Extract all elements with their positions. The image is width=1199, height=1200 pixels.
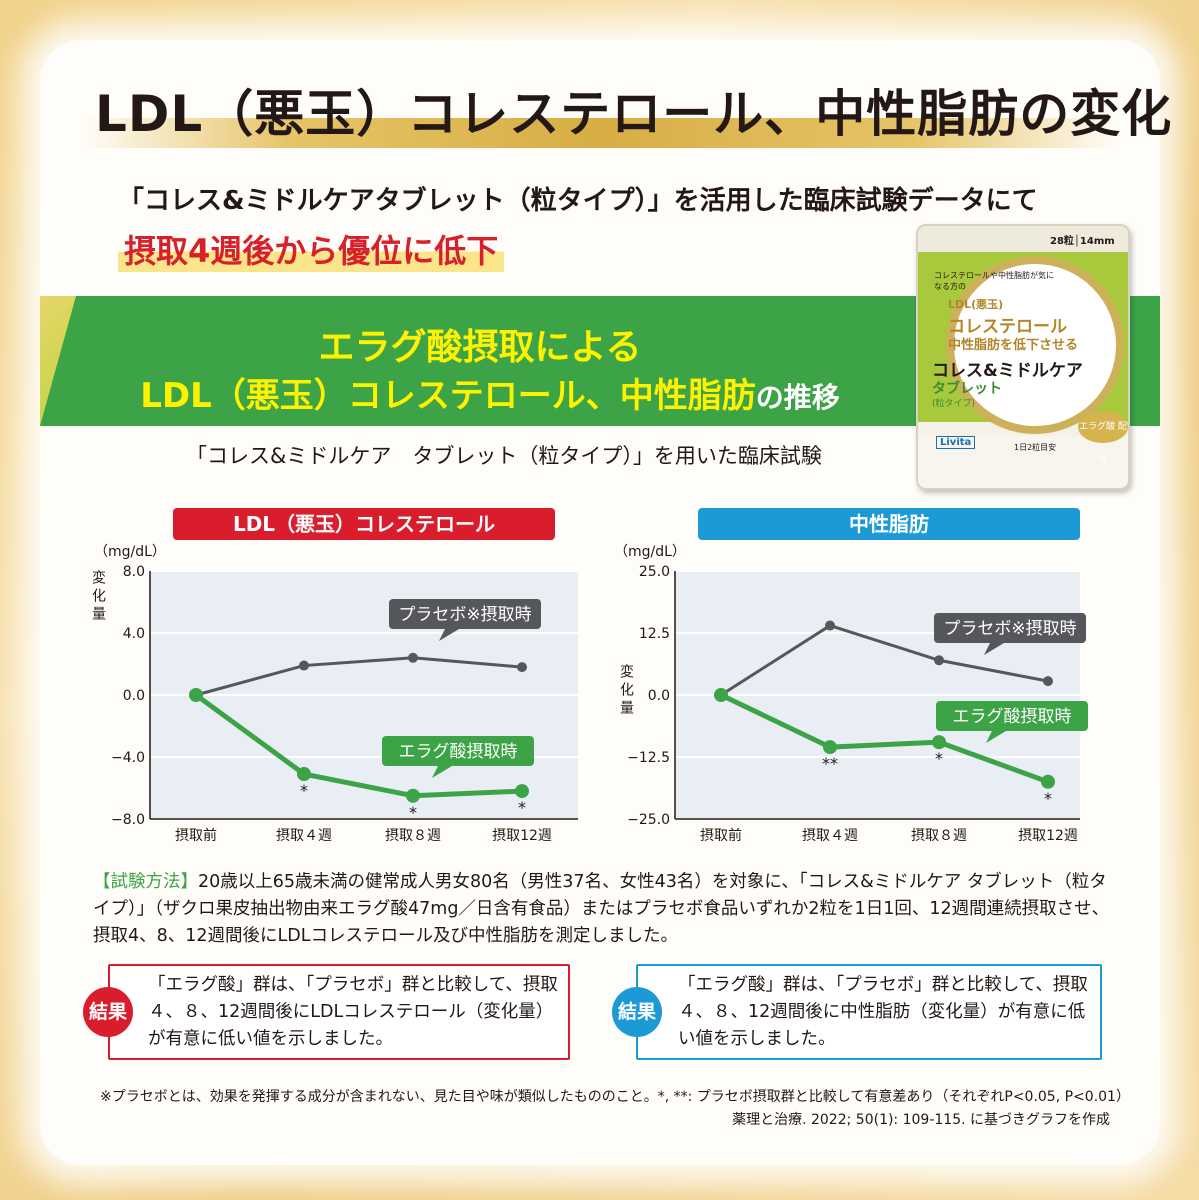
- ldl-data-point: [408, 652, 418, 663]
- ldl-significance-mark: *: [300, 781, 308, 800]
- ldl-significance-mark: *: [518, 798, 526, 817]
- ldl-xtick-label: 摂取８週: [385, 828, 441, 844]
- ldl-ytick-label: 8.0: [123, 564, 145, 580]
- package-l1: LDL(悪玉): [948, 298, 1004, 311]
- tg-series-line-0: [720, 623, 1049, 697]
- banner-line2: LDL（悪玉）コレステロール、中性脂肪の推移: [60, 368, 920, 417]
- title-underline: [80, 118, 1120, 148]
- ldl-series-label: プラセボ※摂取時: [398, 605, 531, 625]
- tg-data-point: [1043, 676, 1053, 687]
- highlight-text: 摂取4週後から優位に低下: [118, 226, 505, 272]
- ldl-series-label-box: [382, 736, 534, 766]
- footnote-placebo: ※プラセボとは、効果を発揮する成分が含まれない、見た目や味が類似したもののこと。…: [100, 1089, 1130, 1105]
- tg-data-point: [714, 688, 728, 702]
- ldl-xtick-label: 摂取前: [175, 827, 217, 844]
- ldl-data-point: [299, 660, 309, 671]
- ldl-ytick-label: 4.0: [123, 626, 145, 642]
- ldl-ytick-label: −4.0: [111, 750, 145, 766]
- tg-significance-mark: **: [822, 754, 838, 773]
- package-maker: Livita: [936, 436, 976, 449]
- ldl-data-point: [189, 688, 203, 702]
- tg-series-label-box: [934, 613, 1086, 643]
- ldl-data-point: [515, 784, 529, 799]
- ldl-series-label-box: [389, 599, 541, 629]
- ldl-data-point: [406, 788, 420, 803]
- tg-series-label-pointer: [986, 731, 1006, 743]
- tg-xtick-label: 摂取12週: [1018, 828, 1078, 844]
- tg-data-point: [934, 655, 944, 666]
- page-title: LDL（悪玉）コレステロール、中性脂肪の変化: [95, 85, 1173, 143]
- result-box-tg: [636, 964, 1102, 1060]
- tg-ytick-label: −12.5: [627, 750, 670, 766]
- tg-unit: （mg/dL）: [614, 544, 686, 560]
- ldl-ylabel: 変化量: [90, 570, 106, 624]
- tg-chart-title: 中性脂肪: [698, 508, 1080, 540]
- ldl-data-point: [517, 662, 527, 673]
- ldl-ytick-label: 0.0: [123, 688, 145, 704]
- result-badge-ldl: 結果: [83, 987, 133, 1037]
- package-type2: (粒タイプ): [932, 399, 976, 409]
- tg-significance-mark: *: [935, 749, 943, 768]
- package-top: [918, 226, 1128, 252]
- result-text-ldl: 「エラグ酸」群は、「プラセボ」群と比較して、摂取４、８、12週間後にLDLコレス…: [148, 975, 558, 1049]
- tg-ylabel: 変化量: [618, 664, 634, 718]
- intro-text: 「コレス&ミドルケアタブレット（粒タイプ）」を活用した臨床試験データにて: [118, 186, 1038, 216]
- ldl-unit: （mg/dL）: [94, 544, 166, 560]
- tg-ytick-label: 12.5: [639, 626, 670, 642]
- package-l2: コレステロール: [948, 317, 1067, 337]
- package-bottom: [918, 436, 1128, 488]
- tg-data-point: [825, 620, 835, 631]
- tg-ytick-label: 25.0: [639, 564, 670, 580]
- package-circle: [946, 256, 1124, 434]
- package-l3: 中性脂肪を低下させる: [948, 338, 1079, 353]
- method-text: 【試験方法】20歳以上65歳未満の健常成人男女80名（男性37名、女性43名）を…: [93, 869, 1113, 950]
- tg-series-label-box: [936, 701, 1088, 731]
- tg-data-point: [932, 735, 946, 750]
- tg-series-label-pointer: [984, 643, 1004, 655]
- trial-caption: 「コレス&ミドルケア タブレット（粒タイプ）」を用いた臨床試験: [186, 444, 822, 468]
- ldl-xtick-label: 摂取４週: [276, 828, 332, 844]
- tg-significance-mark: *: [1044, 789, 1052, 808]
- package-count: 28粒│14mm: [1050, 236, 1115, 247]
- ldl-series-line-1: [194, 692, 523, 799]
- product-package-image: 28粒│14mm コレステロールや中性脂肪が気になる方の LDL(悪玉) コレス…: [916, 224, 1130, 490]
- package-sub: コレステロールや中性脂肪が気になる方の: [934, 271, 1054, 291]
- footnote-source: 薬理と治療. 2022; 50(1): 109-115. に基づきグラフを作成: [732, 1112, 1110, 1128]
- banner-line1: エラグ酸摂取による: [318, 327, 642, 368]
- package-brand: コレス&ミドルケア: [932, 361, 1083, 381]
- result-box-ldl: [108, 964, 570, 1060]
- ldl-ytick-label: −8.0: [111, 812, 145, 828]
- result-badge-tg: 結果: [612, 987, 662, 1037]
- ldl-series-label-pointer: [432, 766, 452, 778]
- tg-ytick-label: −25.0: [627, 812, 670, 828]
- tg-xtick-label: 摂取前: [700, 827, 742, 844]
- result-text-tg: 「エラグ酸」群は、「プラセボ」群と比較して、摂取４、８、12週間後に中性脂肪（変…: [678, 975, 1088, 1049]
- tg-ytick-label: 0.0: [648, 688, 670, 704]
- package-tag: エラグ酸 配合: [1078, 411, 1128, 464]
- ldl-series-label: エラグ酸摂取時: [399, 742, 518, 762]
- package-type: タブレット: [932, 381, 1002, 397]
- tg-series-line-1: [719, 692, 1049, 785]
- ldl-data-point: [297, 767, 311, 782]
- ldl-chart-title: LDL（悪玉）コレステロール: [173, 508, 555, 540]
- tg-data-point: [1041, 774, 1055, 789]
- package-dose: 1日2粒目安: [1014, 443, 1057, 452]
- ldl-series-line-0: [195, 656, 523, 697]
- ldl-significance-mark: *: [409, 803, 417, 822]
- tg-series-label: プラセボ※摂取時: [943, 619, 1076, 639]
- tg-xtick-label: 摂取８週: [911, 828, 967, 844]
- method-label: 【試験方法】: [93, 872, 198, 892]
- banner-line2-main: LDL（悪玉）コレステロール、中性脂肪: [140, 376, 756, 416]
- ldl-xtick-label: 摂取12週: [492, 828, 552, 844]
- ldl-series-label-pointer: [439, 629, 459, 641]
- method-body: 20歳以上65歳未満の健常成人男女80名（男性37名、女性43名）を対象に、「コ…: [93, 872, 1110, 946]
- tg-xtick-label: 摂取４週: [802, 828, 858, 844]
- banner-line2-suffix: の推移: [755, 381, 840, 414]
- tg-data-point: [823, 740, 837, 755]
- tg-series-label: エラグ酸摂取時: [953, 707, 1072, 727]
